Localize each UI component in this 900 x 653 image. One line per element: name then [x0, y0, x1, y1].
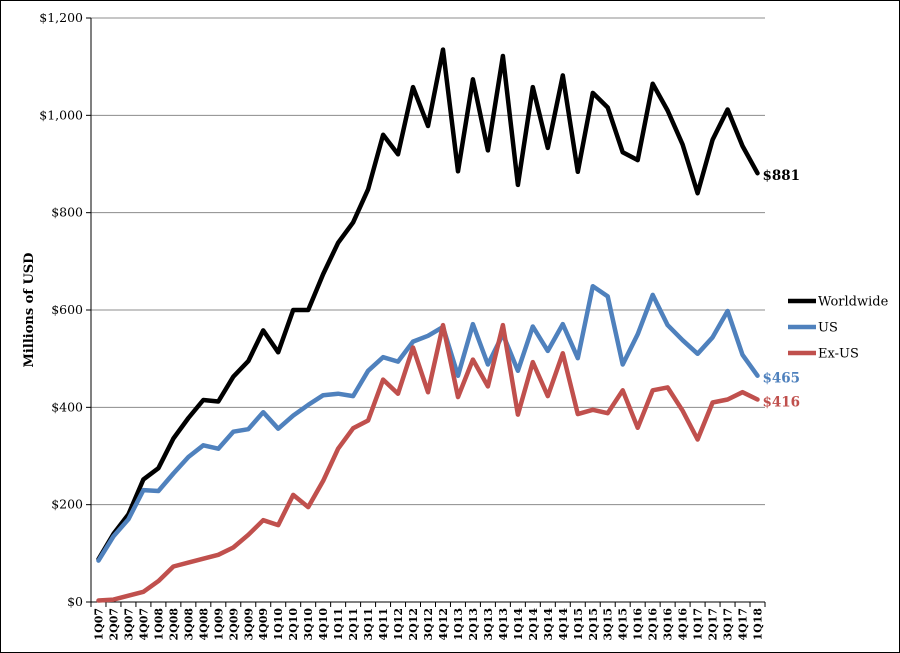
y-tick-labels: $0 $200 $400 $600 $800 $1,000 $1,200 [39, 10, 83, 609]
x-tick-label: 3Q15 [602, 608, 615, 641]
x-tick-label: 4Q17 [737, 608, 750, 641]
x-tick-label: 4Q16 [677, 608, 690, 641]
x-tick-label: 2Q09 [227, 608, 240, 641]
gridlines [91, 17, 765, 506]
x-tick-label: 3Q17 [722, 608, 735, 641]
x-tick-label: 4Q12 [437, 608, 450, 641]
x-tick-label: 2Q17 [707, 608, 720, 641]
x-tick-label: 1Q08 [152, 608, 165, 641]
x-tick-label: 3Q09 [242, 608, 255, 641]
y-axis-title: Millions of USD [22, 253, 37, 368]
y-tick-label: $800 [51, 205, 83, 220]
x-tick-label: 3Q14 [542, 608, 555, 641]
x-tick-label: 1Q10 [272, 608, 285, 641]
y-tick-label: $400 [51, 399, 83, 414]
x-tick-label: 1Q18 [752, 608, 765, 641]
x-tick-label: 3Q13 [482, 608, 495, 641]
x-tick-label: 3Q08 [182, 608, 195, 641]
legend: Worldwide US Ex-US [788, 295, 889, 362]
x-tick-label: 1Q07 [92, 608, 105, 641]
x-tick-label: 1Q09 [212, 608, 225, 641]
series-lines [96, 47, 760, 603]
series-line-ex-us [96, 322, 760, 603]
x-tick-label: 3Q10 [302, 608, 315, 641]
x-tick-label: 4Q13 [497, 608, 510, 641]
series-line-us [96, 283, 760, 563]
x-tick-label: 1Q14 [512, 608, 525, 641]
series-line-worldwide [96, 47, 760, 562]
x-tick-label: 2Q11 [347, 608, 360, 641]
x-tick-label: 4Q10 [317, 608, 330, 641]
x-tick-label: 3Q12 [422, 608, 435, 641]
x-tick-label: 4Q09 [257, 608, 270, 641]
axes [86, 17, 766, 607]
x-tick-label: 2Q10 [287, 608, 300, 641]
legend-label-us: US [818, 321, 838, 336]
end-labels: $881 $465 $416 [763, 168, 801, 410]
x-tick-label: 4Q08 [197, 608, 210, 641]
x-tick-label: 1Q13 [452, 608, 465, 641]
x-tick-labels: 1Q07 2Q07 3Q07 4Q07 1Q08 2Q08 3Q08 4Q08 1Q09 2Q09… [92, 608, 764, 641]
x-tick-label: 1Q11 [332, 608, 345, 641]
x-tick-label: 2Q14 [527, 608, 540, 641]
x-tick-label: 2Q15 [587, 608, 600, 641]
y-tick-label: $1,000 [39, 107, 83, 122]
x-tick-label: 2Q12 [407, 608, 420, 641]
x-tick-label: 4Q15 [617, 608, 630, 641]
legend-label-worldwide: Worldwide [818, 295, 889, 310]
x-tick-label: 4Q14 [557, 608, 570, 641]
x-tick-label: 2Q13 [467, 608, 480, 641]
y-tick-label: $1,200 [39, 10, 83, 25]
end-label-ex-us: $416 [763, 395, 801, 411]
x-tick-label: 2Q07 [107, 608, 120, 641]
x-tick-label: 3Q11 [362, 608, 375, 641]
x-tick-label: 2Q16 [647, 608, 660, 641]
x-tick-label: 1Q17 [692, 608, 705, 641]
x-tick-label: 1Q16 [632, 608, 645, 641]
x-tick-label: 1Q12 [392, 608, 405, 641]
x-tick-label: 2Q08 [167, 608, 180, 641]
y-tick-label: $600 [51, 302, 83, 317]
x-tick-label: 3Q16 [662, 608, 675, 641]
end-label-worldwide: $881 [763, 168, 801, 184]
y-tick-label: $200 [51, 497, 83, 512]
x-tick-label: 4Q07 [137, 608, 150, 641]
end-label-us: $465 [763, 371, 801, 387]
y-tick-label: $0 [67, 594, 83, 609]
legend-label-ex-us: Ex-US [818, 347, 859, 362]
x-tick-label: 4Q11 [377, 608, 390, 641]
x-tick-label: 3Q07 [122, 608, 135, 641]
x-tick-label: 1Q15 [572, 608, 585, 641]
